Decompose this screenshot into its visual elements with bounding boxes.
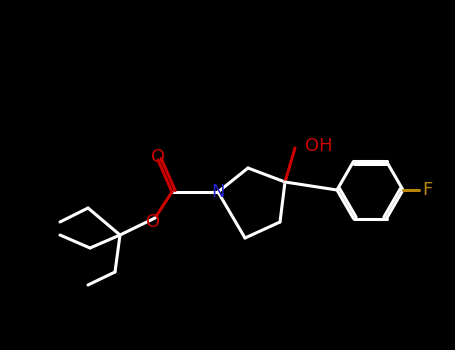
Text: O: O [151, 148, 165, 166]
Text: F: F [422, 181, 432, 199]
Text: O: O [146, 213, 160, 231]
Text: OH: OH [305, 137, 333, 155]
Text: N: N [211, 183, 225, 201]
